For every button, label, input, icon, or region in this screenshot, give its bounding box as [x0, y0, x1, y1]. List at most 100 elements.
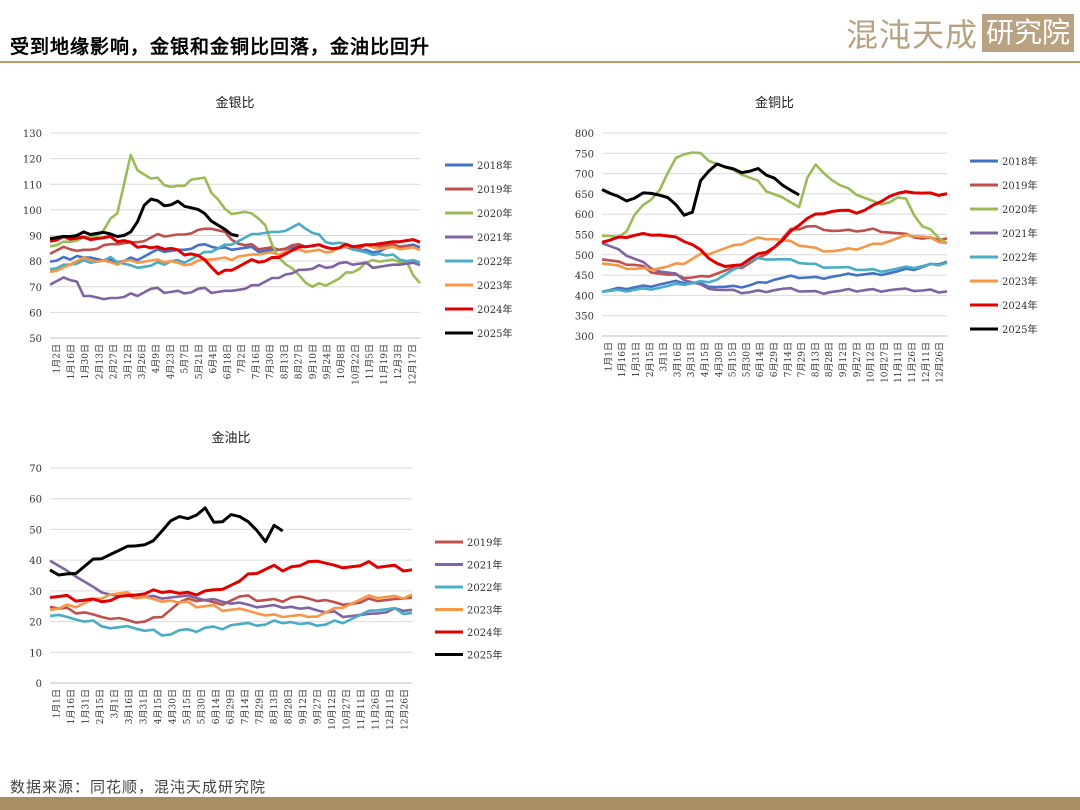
y-tick-label: 60: [29, 495, 42, 506]
y-tick-label: 650: [575, 190, 594, 201]
x-tick-label: 6月14日: [211, 689, 222, 724]
legend-label: 2021年: [467, 559, 502, 572]
series-line-2022: [49, 222, 421, 271]
x-tick-label: 8月13日: [269, 689, 280, 724]
x-tick-label: 6月29日: [226, 689, 237, 724]
series-line-2022: [49, 606, 413, 637]
legend-label: 2018年: [477, 159, 512, 172]
gold-oil-ratio-chart: 金油比 0 10 20 30 40 50 60 70 1月1日 1月16日 1月31日 2月15日 3月1…: [29, 430, 502, 730]
x-tick-label: 8月28日: [824, 342, 835, 377]
x-tick-label: 6月18日: [222, 344, 233, 379]
y-tick-label: 110: [23, 180, 42, 191]
x-tick-label: 3月31日: [139, 689, 150, 724]
series-line-2020: [49, 153, 421, 289]
x-tick-label: 9月27日: [312, 689, 323, 724]
legend-label: 2024年: [1002, 299, 1037, 312]
y-tick-label: 750: [575, 149, 594, 160]
x-tick-label: 9月10日: [308, 344, 319, 379]
y-tick-label: 350: [575, 312, 594, 323]
x-tick-label: 11月26日: [370, 689, 381, 730]
legend-label: 2022年: [467, 581, 502, 594]
x-tick-label: 3月31日: [686, 342, 697, 377]
y-tick-label: 800: [575, 129, 594, 140]
x-tick-label: 11月11日: [356, 689, 367, 730]
x-tick-label: 9月27日: [852, 342, 863, 377]
x-tick-label: 1月16日: [66, 689, 77, 724]
y-tick-label: 70: [29, 283, 42, 294]
series-line-2022: [601, 256, 948, 294]
x-tick-label: 10月8日: [336, 344, 347, 379]
data-source-note: 数据来源：同花顺，混沌天成研究院: [10, 778, 267, 796]
x-tick-label: 8月28日: [283, 689, 294, 724]
x-tick-label: 4月30日: [714, 342, 725, 377]
x-tick-label: 5月15日: [728, 342, 739, 377]
x-tick-label: 1月16日: [617, 342, 628, 377]
y-tick-label: 50: [29, 334, 42, 345]
x-tick-label: 3月16日: [672, 342, 683, 377]
x-tick-label: 5月7日: [180, 344, 191, 373]
x-tick-label: 11月19日: [379, 344, 390, 385]
x-tick-label: 1月16日: [66, 344, 77, 379]
series-line-2018: [601, 260, 948, 294]
legend-label: 2025年: [1002, 323, 1037, 336]
y-tick-label: 550: [575, 231, 594, 242]
y-tick-label: 70: [29, 464, 42, 475]
x-tick-label: 10月12日: [866, 342, 877, 383]
x-tick-label: 12月17日: [407, 344, 418, 385]
legend-label: 2019年: [467, 536, 502, 549]
x-tick-label: 7月29日: [254, 689, 265, 724]
legend-label: 2021年: [477, 231, 512, 244]
x-tick-label: 10月27日: [879, 342, 890, 383]
x-tick-label: 12月3日: [393, 344, 404, 379]
y-tick-label: 100: [23, 206, 42, 217]
y-tick-label: 40: [29, 556, 42, 567]
x-tick-label: 2月27日: [109, 344, 120, 379]
y-tick-label: 30: [29, 587, 42, 598]
header-divider: [0, 61, 1080, 63]
y-tick-label: 80: [29, 257, 42, 268]
x-tick-label: 3月1日: [110, 689, 121, 718]
y-tick-label: 20: [29, 618, 42, 629]
x-tick-label: 3月16日: [124, 689, 135, 724]
series-line-2025: [49, 197, 239, 241]
series-line-2024: [49, 235, 421, 276]
y-tick-label: 90: [29, 232, 42, 243]
x-tick-label: 9月12日: [298, 689, 309, 724]
x-tick-label: 2月15日: [95, 689, 106, 724]
x-tick-label: 2月13日: [94, 344, 105, 379]
x-tick-label: 11月5日: [365, 344, 376, 379]
legend-label: 2025年: [467, 649, 502, 662]
x-tick-label: 12月11日: [921, 342, 932, 383]
x-tick-label: 11月11日: [893, 342, 904, 383]
x-tick-label: 11月26日: [907, 342, 918, 383]
x-tick-label: 7月14日: [240, 689, 251, 724]
legend-label: 2024年: [467, 626, 502, 639]
chart-title: 金铜比: [755, 95, 794, 111]
logo-box: 研究院: [982, 14, 1075, 52]
legend-label: 2019年: [1002, 179, 1037, 192]
x-tick-label: 6月4日: [208, 344, 219, 373]
y-tick-label: 50: [29, 525, 42, 536]
gold-copper-ratio-chart: 金铜比 300 350 400 450 500 550 600 650 700 750 800 1月1日…: [575, 95, 1038, 383]
legend-label: 2018年: [1002, 155, 1037, 168]
x-tick-label: 8月13日: [810, 342, 821, 377]
x-tick-label: 4月9日: [151, 344, 162, 373]
x-tick-label: 3月1日: [659, 342, 670, 371]
x-tick-label: 5月30日: [197, 689, 208, 724]
y-tick-label: 300: [575, 332, 594, 343]
x-tick-label: 7月16日: [251, 344, 262, 379]
legend-label: 2021年: [1002, 227, 1037, 240]
legend-label: 2023年: [467, 604, 502, 617]
series-line-2024: [49, 559, 413, 604]
x-tick-label: 5月21日: [194, 344, 205, 379]
y-tick-label: 120: [23, 155, 42, 166]
series-line-2020: [601, 151, 948, 245]
legend-label: 2020年: [1002, 203, 1037, 216]
y-tick-label: 700: [575, 170, 594, 181]
legend-label: 2020年: [477, 207, 512, 220]
x-tick-label: 1月30日: [80, 344, 91, 379]
logo-text: 混沌天成: [846, 16, 979, 54]
logo: 混沌天成 研究院: [846, 14, 1075, 54]
x-tick-label: 10月22日: [350, 344, 361, 385]
